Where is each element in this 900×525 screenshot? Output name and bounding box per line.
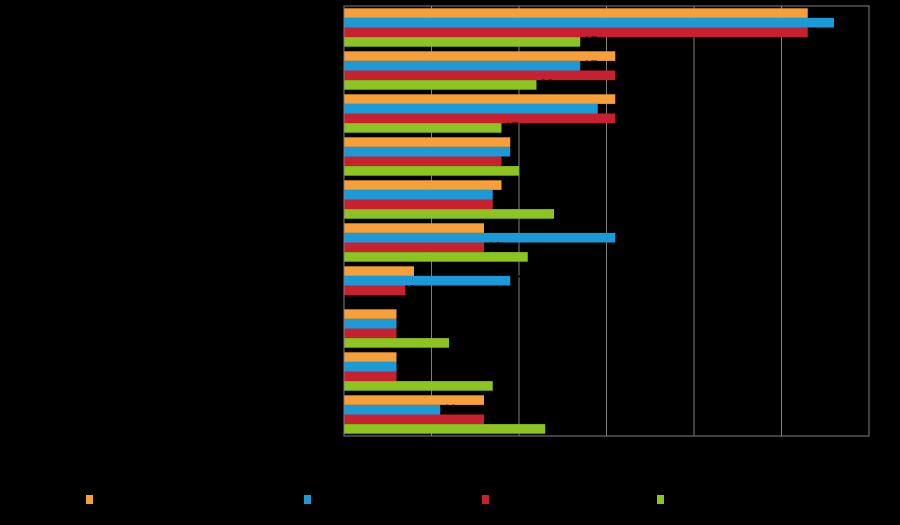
data-label: 0 bbox=[408, 282, 415, 297]
data-label: 22 bbox=[540, 77, 554, 92]
bar bbox=[344, 70, 616, 81]
bar bbox=[344, 424, 546, 434]
legend-item-series-3 bbox=[482, 495, 494, 504]
data-label: 8 bbox=[417, 263, 424, 278]
bar bbox=[344, 352, 397, 362]
bar bbox=[344, 189, 493, 200]
data-label: 27 bbox=[583, 34, 597, 49]
data-label: 17 bbox=[505, 120, 519, 135]
bar bbox=[344, 223, 484, 233]
bar bbox=[344, 404, 441, 415]
data-label: 17 bbox=[557, 206, 571, 221]
bar bbox=[344, 166, 519, 176]
data-label: 18 bbox=[522, 163, 536, 178]
data-label: 2 bbox=[618, 110, 625, 125]
data-label: 6 bbox=[400, 368, 407, 383]
bar bbox=[344, 361, 397, 372]
bar bbox=[344, 395, 484, 405]
bars bbox=[344, 8, 834, 434]
bar bbox=[344, 252, 528, 262]
bar bbox=[344, 146, 511, 157]
plot-area bbox=[343, 5, 870, 437]
bar bbox=[344, 60, 581, 71]
legend-swatch bbox=[482, 495, 489, 504]
bar bbox=[344, 51, 616, 61]
bar bbox=[344, 80, 537, 90]
bar bbox=[344, 242, 484, 253]
data-label: 16 bbox=[618, 230, 632, 245]
bar bbox=[344, 137, 511, 147]
bar bbox=[344, 103, 598, 114]
bar bbox=[344, 37, 581, 47]
data-label: 11 bbox=[443, 402, 457, 417]
bar bbox=[344, 414, 484, 425]
legend-swatch bbox=[657, 495, 664, 504]
bar bbox=[344, 180, 502, 190]
data-label: 53 bbox=[811, 5, 825, 20]
bar bbox=[344, 338, 449, 348]
bar bbox=[344, 113, 616, 124]
bar bbox=[344, 328, 397, 339]
bar bbox=[344, 318, 397, 329]
legend-item-series-2 bbox=[304, 495, 316, 504]
legend-swatch bbox=[86, 495, 93, 504]
bar bbox=[344, 285, 406, 296]
legend-item-series-1 bbox=[86, 495, 98, 504]
bar bbox=[344, 266, 414, 276]
bar bbox=[344, 275, 511, 286]
data-label: 7 bbox=[513, 273, 520, 288]
data-label: 16 bbox=[487, 411, 501, 426]
bar bbox=[344, 381, 493, 391]
legend-swatch bbox=[304, 495, 311, 504]
bar bbox=[344, 209, 554, 219]
bar bbox=[344, 232, 616, 243]
bar bbox=[344, 309, 397, 319]
bar bbox=[344, 94, 616, 104]
bar bbox=[344, 123, 502, 133]
bar bbox=[344, 8, 808, 18]
data-label: 27 bbox=[583, 58, 597, 73]
bar bbox=[344, 371, 397, 382]
bar bbox=[344, 27, 808, 38]
bar bbox=[344, 156, 502, 167]
legend-item-series-4 bbox=[657, 495, 669, 504]
bar bbox=[344, 17, 834, 28]
data-label: 16 bbox=[487, 239, 501, 254]
data-label: 6 bbox=[400, 325, 407, 340]
bar bbox=[344, 199, 493, 210]
legend bbox=[0, 495, 900, 515]
